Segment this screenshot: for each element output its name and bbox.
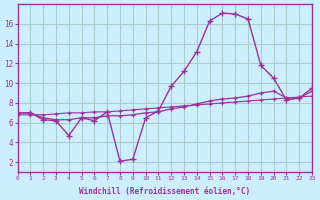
X-axis label: Windchill (Refroidissement éolien,°C): Windchill (Refroidissement éolien,°C) (79, 187, 250, 196)
